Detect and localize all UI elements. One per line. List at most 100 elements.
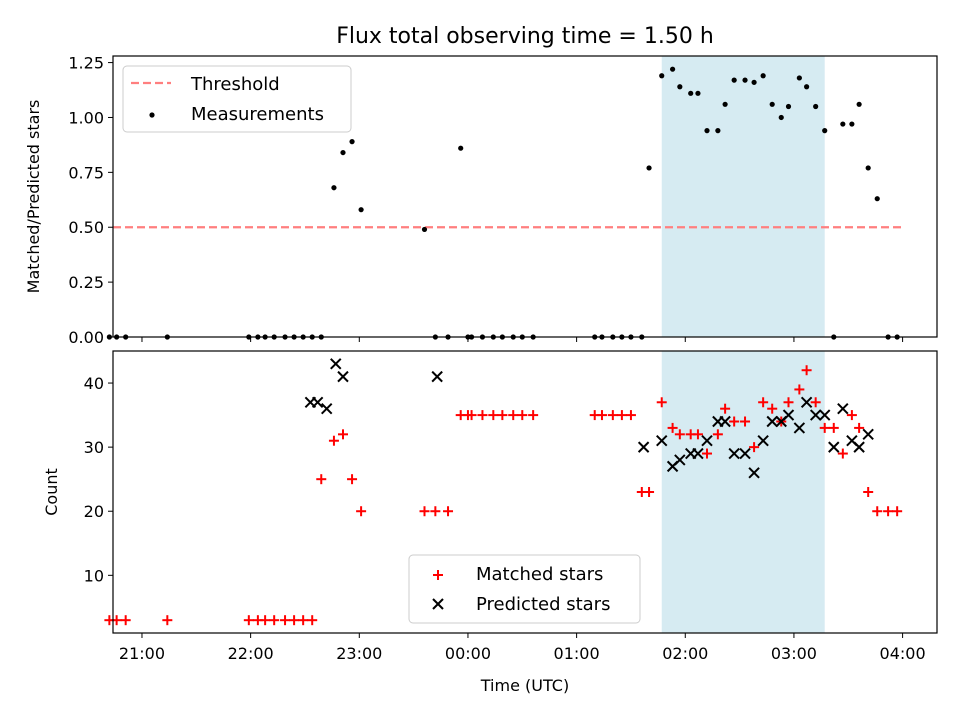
- matched-star-marker: [767, 403, 778, 414]
- measurement-point: [865, 165, 871, 171]
- measurement-point: [677, 84, 683, 90]
- matched-star-marker: [430, 506, 441, 517]
- measurement-point: [349, 139, 355, 145]
- matched-star-marker: [729, 416, 740, 427]
- measurement-point: [769, 101, 775, 107]
- measurement-point: [695, 90, 701, 96]
- top-legend: Threshold Measurements: [122, 65, 352, 133]
- matched-star-marker: [667, 422, 678, 433]
- predicted-star-marker: [757, 435, 769, 447]
- measurement-point: [358, 207, 364, 213]
- marker-d2: [766, 415, 778, 428]
- x-axis-label: Time (UTC): [480, 676, 569, 695]
- predicted-star-marker: [828, 441, 840, 453]
- measurement-point: [874, 196, 880, 202]
- predicted-star-marker: [793, 422, 806, 434]
- matched-star-marker: [810, 397, 821, 408]
- y-tick-label: 10: [84, 566, 104, 585]
- top-highlight-span: [661, 56, 825, 337]
- predicted-star-marker: [748, 467, 760, 479]
- predicted-star-marker: [766, 415, 778, 428]
- matched-star-marker: [828, 422, 839, 433]
- x-tick-label: 01:00: [554, 644, 600, 663]
- measurement-point: [796, 75, 802, 81]
- chart-title: Flux total observing time = 1.50 h: [336, 24, 714, 49]
- legend-measurement-swatch: [149, 112, 155, 118]
- matched-star-marker: [497, 410, 508, 421]
- matched-star-marker: [120, 615, 131, 626]
- measurement-point: [813, 103, 819, 110]
- matched-star-marker: [801, 365, 812, 376]
- bottom-axes-frame: [112, 350, 938, 634]
- predicted-star-marker: [800, 396, 813, 408]
- y-tick-label: 0.50: [68, 218, 104, 237]
- matched-star-marker: [596, 410, 607, 421]
- matched-star-marker: [328, 435, 339, 446]
- matched-star-marker: [347, 474, 358, 485]
- predicted-star-marker: [320, 402, 333, 415]
- measurement-point: [659, 73, 665, 79]
- y-tick-label: 40: [84, 374, 104, 393]
- matched-star-marker: [692, 429, 703, 440]
- matched-star-marker: [846, 410, 857, 421]
- matched-star-marker: [419, 506, 430, 517]
- matched-star-marker: [508, 410, 519, 421]
- marker-d2: [311, 396, 324, 408]
- matched-star-marker: [644, 487, 655, 497]
- matched-star-marker: [740, 416, 751, 427]
- predicted-star-marker: [701, 435, 713, 447]
- marker-d2: [837, 402, 849, 415]
- marker-d2: [701, 435, 713, 447]
- matched-star-marker: [298, 615, 309, 626]
- matched-star-marker: [656, 397, 667, 408]
- measurement-point: [340, 149, 346, 156]
- marker-d2: [853, 441, 865, 453]
- matched-star-marker: [625, 410, 636, 421]
- measurement-point: [421, 226, 428, 233]
- matched-star-marker: [280, 615, 291, 626]
- matched-star-marker: [243, 615, 254, 626]
- x-tick-label: 03:00: [771, 644, 817, 663]
- x-tick-label: 22:00: [228, 644, 274, 663]
- measurement-point: [849, 121, 855, 127]
- legend-matched-label: Matched stars: [476, 564, 603, 585]
- matched-star-marker: [337, 429, 348, 440]
- marker-d2: [800, 396, 813, 408]
- matched-star-marker: [260, 615, 271, 626]
- marker-d2: [656, 435, 668, 447]
- x-tick-label: 21:00: [119, 644, 165, 663]
- matched-star-marker: [674, 429, 685, 440]
- matched-star-marker: [477, 410, 488, 421]
- x-tick-label: 02:00: [662, 644, 708, 663]
- marker-d2: [337, 370, 349, 383]
- top-panel: 0.00 0.25 0.50 0.75 1.00 1.25 Matched/Predicte…: [24, 54, 938, 347]
- predicted-star-marker: [431, 370, 443, 383]
- predicted-star-marker: [637, 441, 650, 453]
- measurement-point: [751, 79, 757, 85]
- marker-d2: [320, 402, 333, 415]
- measurement-point: [785, 103, 792, 110]
- marker-d2: [757, 435, 769, 447]
- matched-star-marker: [488, 410, 499, 421]
- predicted-star-marker: [692, 447, 704, 460]
- y-tick-label: 1.00: [68, 108, 104, 127]
- predicted-star-marker: [311, 396, 324, 408]
- y-tick-label: 30: [84, 438, 104, 457]
- measurement-point: [669, 66, 676, 72]
- marker-d2: [692, 447, 704, 460]
- marker-d2: [793, 422, 806, 434]
- measurement-point: [688, 90, 694, 96]
- matched-star-marker: [749, 442, 760, 453]
- measurement-point: [646, 165, 652, 171]
- measurement-point: [760, 73, 766, 79]
- predicted-star-marker: [728, 447, 740, 460]
- measurement-point: [731, 77, 737, 83]
- predicted-star-marker: [674, 454, 686, 466]
- matched-star-marker: [892, 506, 903, 517]
- y-axis-label: Count: [42, 468, 61, 516]
- predicted-star-marker: [330, 358, 342, 370]
- measurement-point: [822, 128, 828, 134]
- legend-predicted-swatch-d2: [432, 598, 444, 610]
- measurement-point: [778, 114, 784, 121]
- matched-star-marker: [854, 422, 865, 433]
